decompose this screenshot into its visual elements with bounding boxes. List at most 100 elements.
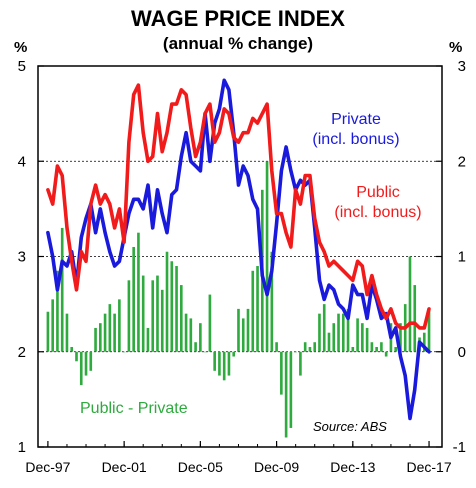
bar-public-minus-private-39	[232, 351, 236, 357]
bar-public-minus-private-57	[318, 313, 321, 352]
bar-public-minus-private-17	[127, 280, 131, 352]
bar-public-minus-private-52	[294, 351, 297, 353]
bar-public-minus-private-49	[280, 351, 283, 395]
left-tick-label-2: 3	[18, 249, 26, 266]
bar-public-minus-private-61	[337, 313, 340, 352]
bar-public-minus-private-25	[165, 251, 169, 352]
bar-public-minus-private-73	[394, 346, 398, 352]
x-tick-label-1: Dec-01	[102, 459, 147, 475]
axes-layer: 1 2 3 4 5 -1 0 1 2 3 Dec-97 Dec-01 Dec-05 Dec-09 Dec-1…	[18, 58, 466, 475]
annotation-private-line2: (incl. bonus)	[312, 131, 399, 148]
bar-public-minus-private-63	[346, 308, 350, 352]
right-tick-label-3: 2	[458, 153, 466, 170]
right-tick-label-2: 1	[458, 249, 466, 266]
bar-public-minus-private-18	[132, 246, 135, 352]
bar-public-minus-private-7	[79, 351, 83, 386]
bar-public-minus-private-80	[427, 308, 431, 352]
annotation-public-minus-private: Public - Private	[80, 400, 188, 417]
bar-public-minus-private-0	[46, 311, 50, 352]
right-tick-label-0: -1	[453, 439, 466, 456]
x-tick-label-2: Dec-05	[178, 459, 223, 475]
left-tick-label-1: 2	[18, 344, 26, 361]
bar-public-minus-private-59	[327, 332, 331, 352]
bar-public-minus-private-42	[246, 308, 250, 352]
bar-public-minus-private-66	[361, 323, 364, 352]
bar-public-minus-private-14	[113, 313, 116, 352]
left-axis-unit: %	[14, 39, 27, 56]
bar-public-minus-private-69	[375, 346, 378, 352]
x-tick-label-0: Dec-97	[25, 459, 70, 475]
bar-public-minus-private-27	[175, 266, 178, 352]
bar-public-minus-private-76	[408, 256, 412, 352]
series-line-private	[46, 78, 431, 421]
bar-public-minus-private-24	[160, 289, 164, 352]
left-tick-label-3: 4	[18, 153, 26, 170]
bar-public-minus-private-41	[241, 318, 245, 352]
bar-public-minus-private-44	[256, 266, 259, 352]
bar-public-minus-private-30	[189, 318, 193, 352]
bar-public-minus-private-64	[351, 346, 355, 352]
bar-public-minus-private-36	[218, 351, 221, 376]
bar-public-minus-private-58	[322, 304, 326, 352]
bar-public-minus-private-50	[284, 351, 288, 438]
bar-public-minus-private-21	[146, 327, 150, 352]
bar-public-minus-private-22	[151, 280, 155, 352]
bar-public-minus-private-51	[289, 351, 293, 428]
right-axis-unit: %	[449, 39, 462, 56]
bar-public-minus-private-15	[118, 299, 121, 352]
bar-public-minus-private-3	[60, 227, 64, 352]
x-tick-label-4: Dec-13	[330, 459, 375, 475]
bar-public-minus-private-70	[380, 342, 383, 352]
lines-layer	[46, 78, 431, 421]
grid-layer	[38, 160, 442, 353]
bar-public-minus-private-29	[184, 313, 188, 352]
bar-public-minus-private-2	[56, 270, 59, 352]
bar-public-minus-private-26	[170, 261, 174, 352]
bar-public-minus-private-53	[299, 351, 302, 376]
bar-public-minus-private-12	[103, 313, 107, 352]
bar-public-minus-private-71	[384, 351, 388, 357]
bar-public-minus-private-56	[313, 342, 317, 352]
bar-public-minus-private-40	[237, 308, 240, 352]
bar-public-minus-private-28	[179, 285, 183, 352]
right-tick-label-4: 3	[458, 58, 466, 75]
bar-public-minus-private-16	[122, 351, 126, 353]
bar-public-minus-private-9	[89, 351, 93, 371]
annotation-public-line2: (incl. bonus)	[334, 204, 421, 221]
x-tick-label-5: Dec-17	[406, 459, 451, 475]
bars-layer	[46, 161, 431, 438]
bar-public-minus-private-5	[70, 346, 74, 352]
bar-public-minus-private-33	[203, 351, 207, 353]
bar-public-minus-private-23	[156, 275, 159, 352]
bar-public-minus-private-65	[356, 318, 359, 352]
bar-public-minus-private-54	[303, 342, 307, 352]
bar-public-minus-private-60	[332, 323, 336, 352]
bar-public-minus-private-10	[94, 327, 97, 352]
x-tick-label-3: Dec-09	[254, 459, 299, 475]
series-line-public	[46, 83, 431, 330]
bar-public-minus-private-13	[108, 304, 112, 352]
bar-public-minus-private-77	[413, 285, 417, 352]
bar-public-minus-private-8	[84, 351, 88, 376]
chart-title: WAGE PRICE INDEX	[131, 6, 345, 31]
bar-public-minus-private-43	[251, 270, 255, 352]
annotation-private-line1: Private	[331, 111, 381, 128]
bar-public-minus-private-32	[199, 323, 202, 352]
bar-public-minus-private-79	[422, 332, 426, 352]
bar-public-minus-private-20	[141, 275, 145, 352]
bar-public-minus-private-31	[194, 342, 197, 352]
bar-public-minus-private-19	[137, 232, 140, 352]
bar-public-minus-private-74	[399, 323, 402, 352]
bar-public-minus-private-55	[308, 346, 312, 352]
right-tick-label-1: 0	[458, 344, 466, 361]
bar-public-minus-private-62	[341, 313, 345, 352]
bar-public-minus-private-67	[365, 327, 369, 352]
annotation-public-line1: Public	[356, 184, 400, 201]
bar-public-minus-private-38	[227, 351, 231, 376]
bar-public-minus-private-34	[208, 294, 212, 352]
bar-public-minus-private-1	[51, 299, 54, 352]
bar-public-minus-private-48	[275, 342, 278, 352]
left-tick-label-0: 1	[18, 439, 26, 456]
